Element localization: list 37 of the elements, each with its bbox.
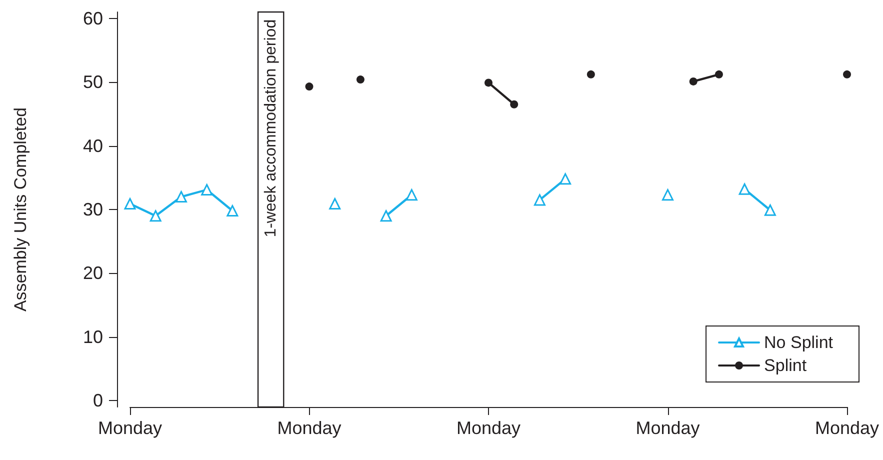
legend-label: Splint bbox=[764, 356, 807, 375]
x-tick-label: Monday bbox=[456, 418, 521, 438]
x-tick-label: Monday bbox=[636, 418, 700, 438]
x-tick-label: Monday bbox=[814, 418, 880, 438]
y-tick-label: 50 bbox=[82, 72, 103, 92]
point bbox=[150, 210, 162, 222]
point bbox=[764, 204, 776, 216]
y-tick-label: 60 bbox=[82, 8, 103, 28]
point bbox=[380, 210, 392, 222]
y-tick-label: 10 bbox=[82, 326, 103, 347]
point bbox=[662, 189, 674, 201]
point bbox=[714, 70, 723, 78]
y-tick-label: 0 bbox=[92, 390, 103, 411]
point bbox=[843, 70, 851, 78]
point bbox=[356, 76, 364, 84]
point bbox=[738, 183, 750, 195]
point bbox=[201, 184, 213, 196]
point bbox=[406, 189, 418, 201]
x-tick-label: Monday bbox=[277, 418, 342, 438]
annotation: 1-week accommodation period bbox=[262, 19, 280, 238]
point bbox=[586, 70, 595, 78]
x-tick-label: Monday bbox=[98, 418, 162, 438]
point bbox=[560, 173, 572, 185]
point bbox=[689, 77, 698, 86]
point bbox=[484, 78, 492, 87]
y-axis-title: Assembly Units Completed bbox=[11, 107, 30, 312]
point bbox=[305, 82, 314, 91]
y-tick-label: 20 bbox=[82, 263, 103, 284]
point bbox=[175, 191, 187, 203]
y-tick-label: 30 bbox=[82, 200, 103, 220]
point bbox=[534, 194, 546, 206]
point bbox=[124, 198, 136, 210]
point bbox=[510, 100, 518, 108]
point bbox=[226, 205, 238, 217]
point bbox=[329, 198, 341, 210]
legend-label: No Splint bbox=[764, 333, 834, 352]
y-tick-label: 40 bbox=[82, 136, 103, 156]
